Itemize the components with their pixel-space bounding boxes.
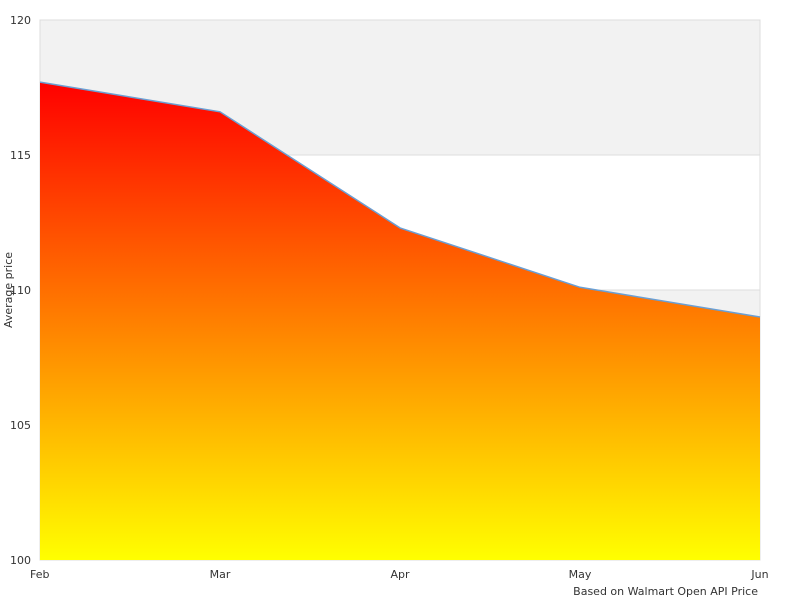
series-line[interactable] (39, 81, 761, 318)
x-tick-label: Feb (30, 568, 49, 581)
x-tick-label: Jun (750, 568, 768, 581)
y-axis-ticks: 100 105 110 115 120 (10, 14, 31, 567)
y-tick-label: 100 (10, 554, 31, 567)
y-tick-label: 105 (10, 419, 31, 432)
x-tick-label: Mar (210, 568, 231, 581)
y-tick-label: 120 (10, 14, 31, 27)
series-layer (39, 81, 761, 560)
y-axis-label: Average price (2, 252, 15, 328)
x-tick-label: May (569, 568, 592, 581)
x-tick-label: Apr (390, 568, 410, 581)
y-tick-label: 110 (10, 284, 31, 297)
x-axis-ticks: Feb Mar Apr May Jun (30, 568, 769, 581)
credit-text[interactable]: Based on Walmart Open API Price (573, 585, 758, 598)
y-tick-label: 115 (10, 149, 31, 162)
series-area[interactable] (40, 82, 760, 560)
